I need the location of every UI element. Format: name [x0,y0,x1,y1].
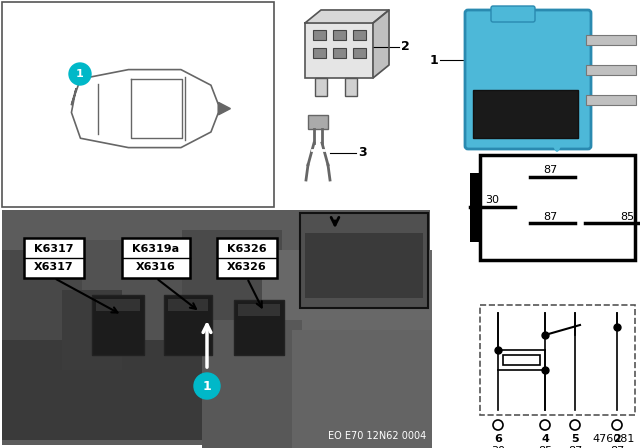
Circle shape [493,420,503,430]
Polygon shape [305,10,389,23]
FancyBboxPatch shape [2,250,102,350]
FancyBboxPatch shape [92,295,144,355]
Text: EO E70 12N62 0004: EO E70 12N62 0004 [328,431,426,441]
Text: 1: 1 [76,69,84,79]
FancyBboxPatch shape [182,230,282,370]
FancyBboxPatch shape [470,173,480,242]
FancyBboxPatch shape [2,2,274,207]
Text: 87: 87 [568,446,582,448]
FancyBboxPatch shape [473,90,578,138]
Text: X6316: X6316 [136,262,176,272]
FancyBboxPatch shape [313,48,326,58]
FancyBboxPatch shape [305,23,373,78]
Text: 4: 4 [541,434,549,444]
FancyBboxPatch shape [96,299,140,311]
FancyBboxPatch shape [164,295,212,355]
Text: 1: 1 [429,53,438,66]
Polygon shape [72,69,218,147]
FancyBboxPatch shape [308,115,328,129]
Text: K6319a: K6319a [132,244,180,254]
Text: 30: 30 [485,195,499,205]
Text: 85: 85 [620,212,634,222]
Text: 2: 2 [613,434,621,444]
FancyBboxPatch shape [586,35,636,45]
FancyBboxPatch shape [333,30,346,40]
FancyBboxPatch shape [234,300,284,355]
FancyBboxPatch shape [202,320,302,448]
Text: 87: 87 [610,446,624,448]
Circle shape [194,373,220,399]
FancyBboxPatch shape [300,213,428,308]
FancyBboxPatch shape [313,30,326,40]
FancyBboxPatch shape [480,155,635,260]
Text: X6317: X6317 [34,262,74,272]
FancyBboxPatch shape [353,48,366,58]
Text: 85: 85 [538,446,552,448]
Text: 1: 1 [203,379,211,392]
FancyBboxPatch shape [305,233,423,298]
FancyBboxPatch shape [465,10,591,149]
FancyBboxPatch shape [292,330,432,448]
FancyBboxPatch shape [480,305,635,415]
FancyBboxPatch shape [24,238,84,278]
Text: 87: 87 [543,165,557,175]
Circle shape [540,420,550,430]
FancyBboxPatch shape [345,78,357,96]
Text: K6317: K6317 [35,244,74,254]
Text: 87: 87 [543,212,557,222]
FancyBboxPatch shape [262,250,432,370]
Text: 30: 30 [491,446,505,448]
FancyBboxPatch shape [586,65,636,75]
FancyBboxPatch shape [2,210,430,445]
FancyBboxPatch shape [315,78,327,96]
Circle shape [69,63,91,85]
FancyBboxPatch shape [217,238,277,278]
FancyBboxPatch shape [2,340,202,440]
Text: X6326: X6326 [227,262,267,272]
Text: 3: 3 [358,146,367,159]
FancyBboxPatch shape [503,355,540,365]
FancyBboxPatch shape [586,95,636,105]
FancyBboxPatch shape [353,30,366,40]
Polygon shape [373,10,389,78]
Circle shape [612,420,622,430]
Text: 476081: 476081 [593,434,635,444]
Text: 5: 5 [571,434,579,444]
FancyBboxPatch shape [491,6,535,22]
FancyBboxPatch shape [82,240,202,370]
FancyBboxPatch shape [333,48,346,58]
Circle shape [570,420,580,430]
FancyBboxPatch shape [122,238,190,278]
Text: 2: 2 [401,40,410,53]
Text: 6: 6 [494,434,502,444]
FancyBboxPatch shape [168,299,208,311]
Text: K6326: K6326 [227,244,267,254]
FancyBboxPatch shape [62,290,122,370]
FancyBboxPatch shape [238,304,280,316]
Polygon shape [218,102,230,115]
